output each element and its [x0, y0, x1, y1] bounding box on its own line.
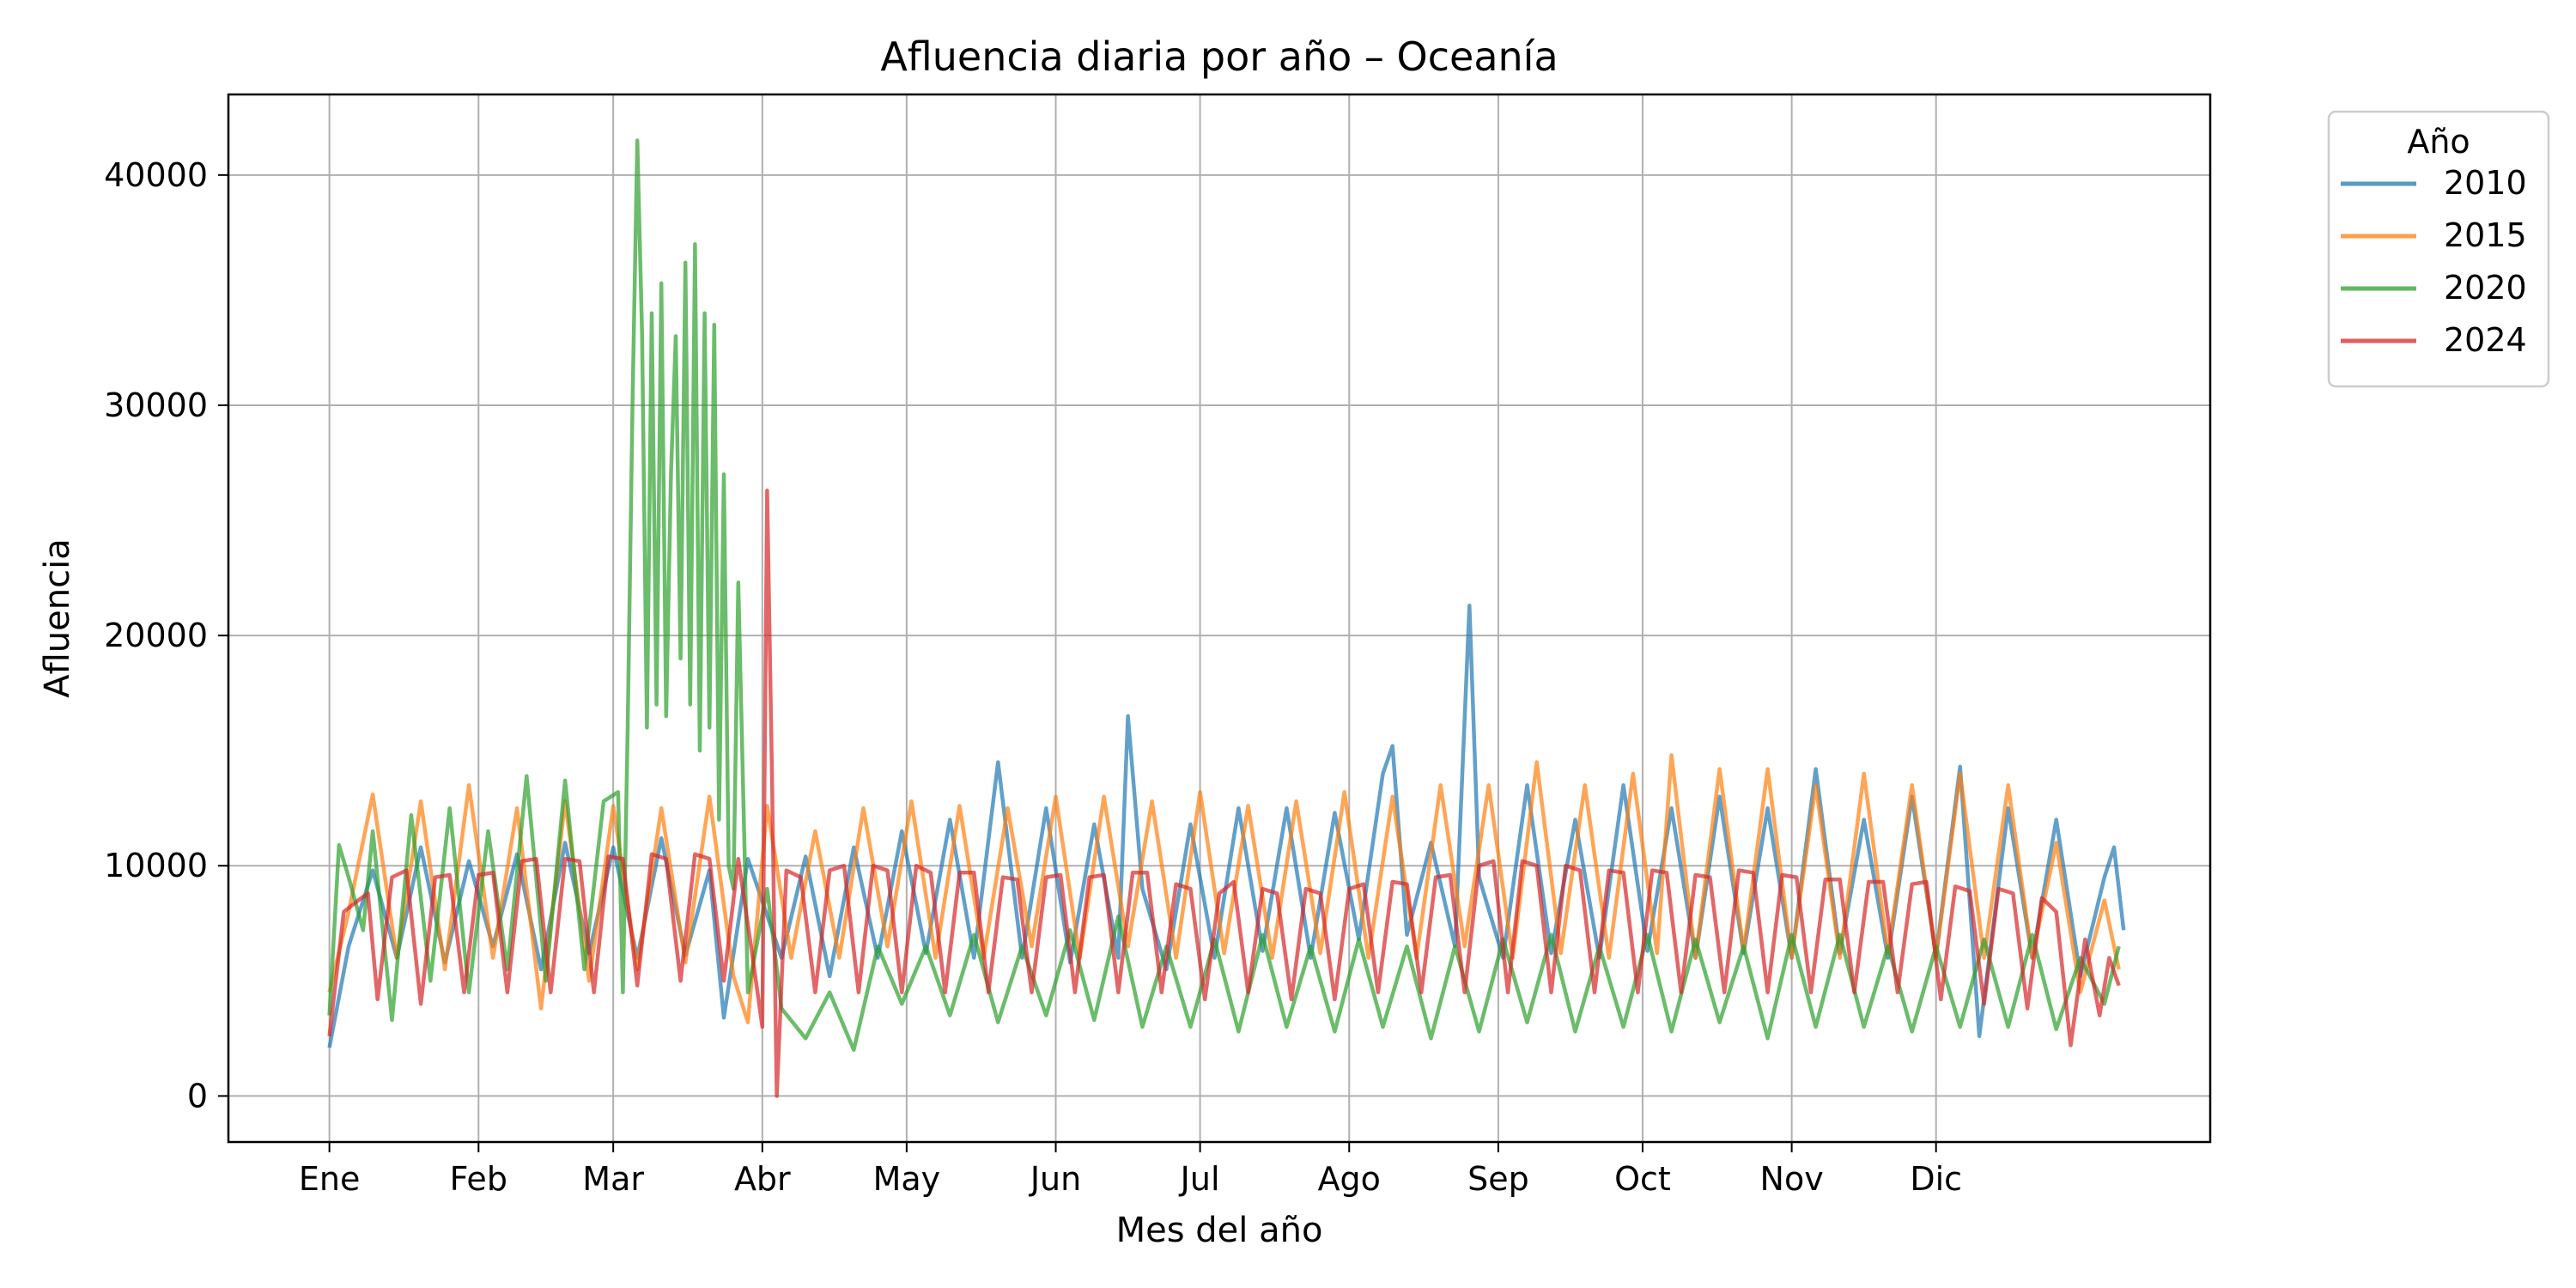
x-tick-label: Jun [1029, 1160, 1081, 1198]
x-tick-label: Ago [1318, 1160, 1381, 1198]
legend: Año 2010 2015 2020 2024 [2327, 110, 2550, 388]
y-tick-label: 10000 [104, 847, 208, 884]
series-line-2024 [327, 488, 2121, 1098]
legend-title: Año [2407, 123, 2470, 161]
x-tick-label: Dic [1910, 1160, 1962, 1198]
series-line-2020 [327, 138, 2121, 1052]
grid [228, 94, 2210, 1142]
x-tick-label: Sep [1467, 1160, 1529, 1198]
y-axis-label: Afluencia [38, 538, 77, 698]
x-tick-label: Mar [582, 1160, 644, 1198]
x-tick-label: Ene [299, 1160, 360, 1198]
x-tick-label: Feb [450, 1160, 507, 1198]
y-axis-ticks: 0 10000 20000 30000 40000 [104, 156, 228, 1115]
x-axis-label: Mes del año [1116, 1211, 1323, 1250]
x-tick-label: May [873, 1160, 941, 1198]
y-tick-label: 30000 [104, 386, 208, 424]
chart-title: Afluencia diaria por año – Oceanía [880, 33, 1558, 80]
x-tick-label: Jul [1179, 1160, 1220, 1198]
x-tick-label: Nov [1760, 1160, 1824, 1198]
legend-label-2010: 2010 [2444, 164, 2527, 202]
x-tick-label: Abr [734, 1160, 791, 1198]
legend-items: 2010 2015 2020 2024 [2341, 164, 2527, 359]
legend-label-2015: 2015 [2444, 216, 2527, 254]
y-tick-label: 0 [187, 1077, 208, 1115]
y-tick-label: 40000 [104, 156, 208, 194]
x-axis-ticks: Ene Feb Mar Abr May Jun Jul Ago Sep Oct Nov Dic [299, 1142, 1962, 1198]
series-lines [327, 138, 2126, 1098]
x-tick-label: Oct [1614, 1160, 1671, 1198]
y-tick-label: 20000 [104, 617, 208, 654]
legend-box [2327, 110, 2550, 388]
plot-frame [227, 93, 2212, 1144]
legend-label-2020: 2020 [2444, 269, 2527, 307]
legend-label-2024: 2024 [2444, 321, 2527, 359]
